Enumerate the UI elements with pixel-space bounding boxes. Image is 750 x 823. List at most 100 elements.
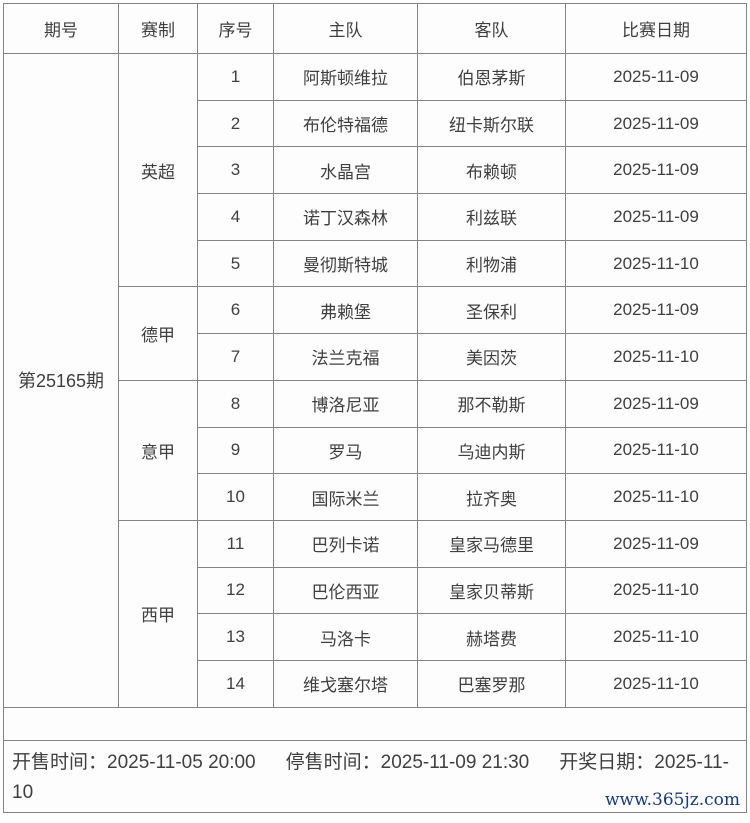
table-row: 14 维戈塞尔塔 巴塞罗那 2025-11-10	[4, 659, 747, 708]
table-row: 3 水晶宫 布赖顿 2025-11-09	[4, 146, 747, 195]
home-team-cell: 弗赖堡	[273, 286, 418, 335]
table-row: 德甲 6 弗赖堡 圣保利 2025-11-09	[4, 286, 747, 381]
match-no-cell: 3	[197, 146, 274, 195]
match-date-cell: 2025-11-10	[565, 239, 747, 288]
draw-date-value: 2025-11-10	[12, 751, 729, 803]
watermark-link: www.365jz.com	[605, 789, 740, 810]
table-row: 5 曼彻斯特城 利物浦 2025-11-10	[4, 239, 747, 288]
match-date-cell: 2025-11-10	[565, 426, 747, 475]
table-header: 期号 赛制 序号 主队 客队 比赛日期	[3, 3, 747, 54]
table-row: 意甲 8 博洛尼亚 那不勒斯 2025-11-09	[4, 379, 747, 521]
stop-sale-time-value: 2025-11-09 21:30	[380, 751, 530, 773]
home-team-cell: 水晶宫	[273, 146, 418, 195]
header-match-date: 比赛日期	[565, 3, 747, 54]
table-row: 10 国际米兰 拉齐奥 2025-11-10	[4, 473, 747, 521]
header-period: 期号	[3, 3, 119, 54]
match-no-cell: 6	[197, 286, 274, 335]
home-team-cell: 曼彻斯特城	[273, 239, 418, 288]
open-sale-time-value: 2025-11-05 20:00	[107, 751, 256, 773]
match-no-cell: 8	[197, 379, 274, 428]
match-schedule-table: 期号 赛制 序号 主队 客队 比赛日期 第25165期 英超 1 阿斯顿维拉 伯恩茅斯 2…	[3, 3, 747, 813]
home-team-cell: 罗马	[273, 426, 418, 475]
header-home-team: 主队	[273, 3, 418, 54]
home-team-cell: 维戈塞尔塔	[273, 659, 418, 708]
header-no: 序号	[197, 3, 274, 54]
header-row: 期号 赛制 序号 主队 客队 比赛日期	[3, 3, 747, 54]
match-date-cell: 2025-11-09	[565, 379, 747, 428]
match-date-cell: 2025-11-09	[565, 99, 747, 148]
home-team-cell: 阿斯顿维拉	[273, 53, 418, 101]
header-league: 赛制	[118, 3, 198, 54]
league-cell: 英超	[118, 52, 198, 288]
spacer-cell	[3, 706, 747, 741]
table-row: 7 法兰克福 美因茨 2025-11-10	[4, 333, 747, 381]
home-team-cell: 巴列卡诺	[273, 519, 418, 568]
match-date-cell: 2025-11-10	[565, 473, 747, 521]
sale-info-cell: 开售时间：2025-11-05 20:00 停售时间：2025-11-09 21:…	[3, 739, 747, 813]
away-team-cell: 圣保利	[417, 286, 566, 335]
away-team-cell: 巴塞罗那	[417, 659, 566, 708]
table-row: 第25165期 英超 1 阿斯顿维拉 伯恩茅斯 2025-11-09	[3, 52, 747, 708]
table-row: 13 马洛卡 赫塔费 2025-11-10	[4, 613, 747, 661]
match-no-cell: 13	[197, 613, 274, 661]
draw-date-label: 开奖日期：	[559, 751, 655, 773]
home-team-cell: 巴伦西亚	[273, 566, 418, 615]
match-date-cell: 2025-11-10	[565, 659, 747, 708]
away-team-cell: 皇家马德里	[417, 519, 566, 568]
home-team-cell: 诺丁汉森林	[273, 193, 418, 241]
match-date-cell: 2025-11-10	[565, 333, 747, 381]
open-sale-time: 开售时间：2025-11-05 20:00	[12, 752, 256, 773]
footer-row: 开售时间：2025-11-05 20:00 停售时间：2025-11-09 21:…	[3, 739, 747, 813]
home-team-cell: 法兰克福	[273, 333, 418, 381]
match-no-cell: 12	[197, 566, 274, 615]
league-cell: 意甲	[118, 379, 198, 521]
away-team-cell: 赫塔费	[417, 613, 566, 661]
match-no-cell: 14	[197, 659, 274, 708]
away-team-cell: 利兹联	[417, 193, 566, 241]
match-date-cell: 2025-11-09	[565, 53, 747, 101]
away-team-cell: 乌迪内斯	[417, 426, 566, 475]
match-no-cell: 1	[197, 53, 274, 101]
period-cell: 第25165期	[3, 53, 119, 708]
table-row: 4 诺丁汉森林 利兹联 2025-11-09	[4, 193, 747, 241]
match-date-cell: 2025-11-10	[565, 566, 747, 615]
league-cell: 德甲	[118, 286, 198, 381]
match-no-cell: 4	[197, 193, 274, 241]
away-team-cell: 那不勒斯	[417, 379, 566, 428]
table-row: 9 罗马 乌迪内斯 2025-11-10	[4, 426, 747, 475]
league-cell: 西甲	[118, 519, 198, 708]
open-sale-time-label: 开售时间：	[12, 751, 108, 773]
match-date-cell: 2025-11-09	[565, 286, 747, 335]
match-no-cell: 10	[197, 473, 274, 521]
table-footer: 开售时间：2025-11-05 20:00 停售时间：2025-11-09 21:…	[3, 706, 747, 813]
match-no-cell: 11	[197, 519, 274, 568]
match-no-cell: 7	[197, 333, 274, 381]
table-row: 西甲 11 巴列卡诺 皇家马德里 2025-11-09	[4, 519, 747, 708]
header-away-team: 客队	[417, 3, 566, 54]
spacer-row	[3, 706, 747, 741]
away-team-cell: 利物浦	[417, 239, 566, 288]
match-date-cell: 2025-11-09	[565, 146, 747, 195]
match-no-cell: 2	[197, 99, 274, 148]
away-team-cell: 美因茨	[417, 333, 566, 381]
match-no-cell: 5	[197, 239, 274, 288]
stop-sale-time: 停售时间：2025-11-09 21:30	[286, 752, 530, 773]
match-no-cell: 9	[197, 426, 274, 475]
match-date-cell: 2025-11-10	[565, 613, 747, 661]
home-team-cell: 博洛尼亚	[273, 379, 418, 428]
stop-sale-time-label: 停售时间：	[285, 751, 381, 773]
table-row: 12 巴伦西亚 皇家贝蒂斯 2025-11-10	[4, 566, 747, 615]
away-team-cell: 纽卡斯尔联	[417, 99, 566, 148]
home-team-cell: 布伦特福德	[273, 99, 418, 148]
away-team-cell: 皇家贝蒂斯	[417, 566, 566, 615]
draw-date: 开奖日期：2025-11-10	[12, 752, 729, 803]
away-team-cell: 伯恩茅斯	[417, 53, 566, 101]
away-team-cell: 布赖顿	[417, 146, 566, 195]
match-date-cell: 2025-11-09	[565, 193, 747, 241]
match-date-cell: 2025-11-09	[565, 519, 747, 568]
home-team-cell: 马洛卡	[273, 613, 418, 661]
table-body: 第25165期 英超 1 阿斯顿维拉 伯恩茅斯 2025-11-09 2 布伦特福德 纽卡斯尔联…	[3, 52, 747, 708]
away-team-cell: 拉齐奥	[417, 473, 566, 521]
home-team-cell: 国际米兰	[273, 473, 418, 521]
